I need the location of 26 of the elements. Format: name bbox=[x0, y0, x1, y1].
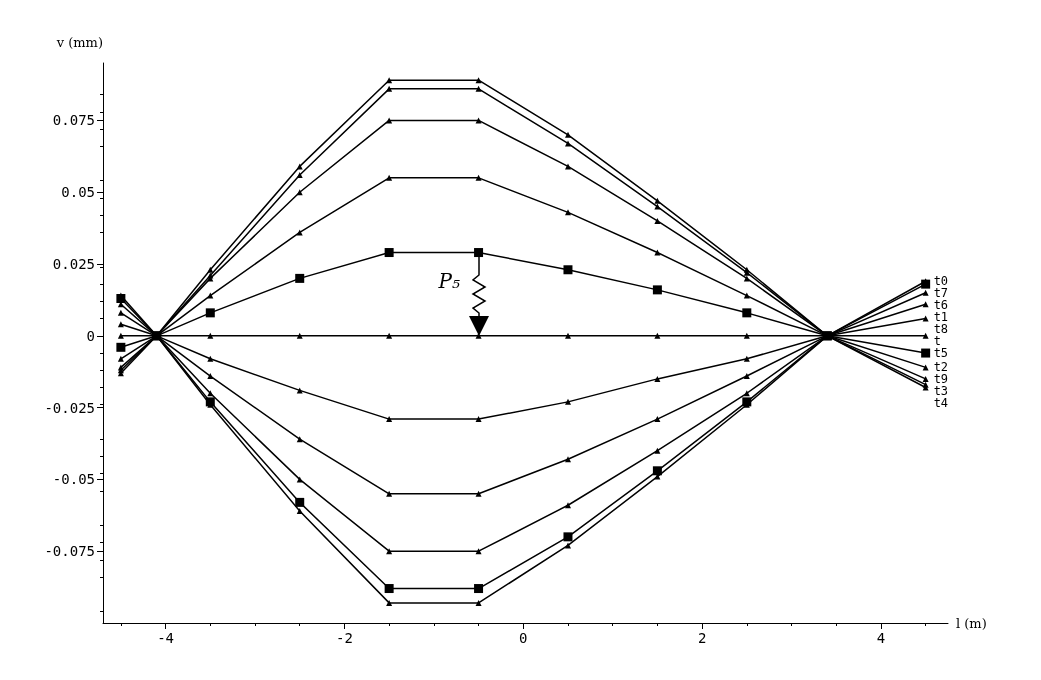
x-tick-label: -4 bbox=[157, 630, 175, 646]
series-label: t0 bbox=[933, 274, 949, 289]
x-tick-label: 2 bbox=[697, 630, 707, 646]
x-tick-label: 4 bbox=[876, 630, 886, 646]
y-tick-label: -0.075 bbox=[44, 543, 95, 560]
y-tick-label: 0.05 bbox=[61, 184, 95, 201]
y-tick-label: -0.05 bbox=[52, 471, 95, 488]
series-label: t bbox=[933, 334, 941, 349]
y-tick-label: -0.025 bbox=[44, 399, 95, 416]
x-axis-title: l (m) bbox=[956, 615, 987, 631]
y-tick-label: 0 bbox=[86, 327, 95, 344]
series-label: t1 bbox=[933, 310, 949, 325]
x-tick-label: 0 bbox=[519, 630, 528, 646]
y-tick-label: 0.075 bbox=[52, 112, 95, 129]
series-label: t9 bbox=[933, 372, 949, 387]
series-label: t8 bbox=[933, 322, 949, 337]
series-label: t2 bbox=[933, 360, 949, 375]
series-label: t3 bbox=[933, 384, 949, 399]
series-label: t5 bbox=[933, 346, 949, 361]
series-label: t7 bbox=[933, 286, 949, 301]
x-tick-label: -2 bbox=[336, 630, 353, 646]
y-tick-label: 0.025 bbox=[52, 256, 95, 273]
series-label: t4 bbox=[933, 396, 949, 411]
series-label: t6 bbox=[933, 298, 949, 313]
y-axis-title: v (mm) bbox=[55, 35, 103, 50]
annotation: P₅ bbox=[437, 268, 461, 293]
